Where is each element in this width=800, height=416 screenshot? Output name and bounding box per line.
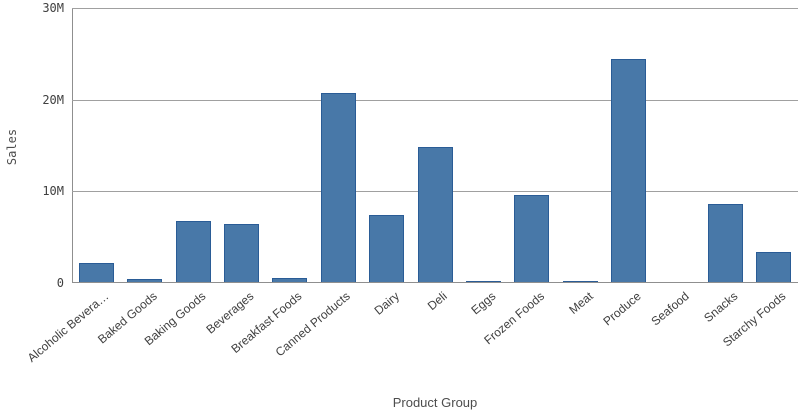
bar[interactable] — [707, 204, 743, 283]
bar[interactable] — [417, 147, 453, 283]
bar[interactable] — [756, 251, 792, 283]
y-tick-label: 10M — [42, 184, 64, 199]
y-tick-label: 0 — [56, 276, 64, 290]
bar[interactable] — [465, 280, 501, 283]
x-tick-label[interactable]: Meat — [565, 289, 596, 317]
bar[interactable] — [320, 93, 356, 283]
bar[interactable] — [127, 278, 163, 283]
x-tick-label[interactable]: Deli — [425, 289, 450, 314]
x-tick-label[interactable]: Produce — [600, 289, 644, 329]
bar[interactable] — [514, 195, 550, 283]
bar[interactable] — [272, 277, 308, 283]
x-axis-line — [72, 282, 798, 283]
x-tick-label[interactable]: Snacks — [701, 289, 741, 326]
y-tick-label: 20M — [42, 92, 64, 107]
x-tick-label[interactable]: Alcoholic Bevera… — [24, 289, 112, 365]
bar[interactable] — [223, 224, 259, 283]
bar[interactable] — [369, 215, 405, 283]
x-tick-label[interactable]: Eggs — [468, 289, 499, 318]
x-axis-title: Product Group — [392, 395, 478, 410]
gridline — [72, 8, 798, 9]
y-tick-label: 30M — [42, 1, 64, 15]
bar[interactable] — [611, 59, 647, 283]
bar[interactable] — [78, 262, 114, 283]
gridline — [72, 99, 798, 101]
plot-area — [72, 8, 798, 283]
y-axis-line — [72, 8, 73, 283]
bar[interactable] — [175, 220, 211, 283]
x-tick-label[interactable]: Dairy — [371, 289, 402, 318]
x-tick-label[interactable]: Seafood — [648, 289, 692, 329]
y-axis-title: Sales — [5, 128, 19, 166]
